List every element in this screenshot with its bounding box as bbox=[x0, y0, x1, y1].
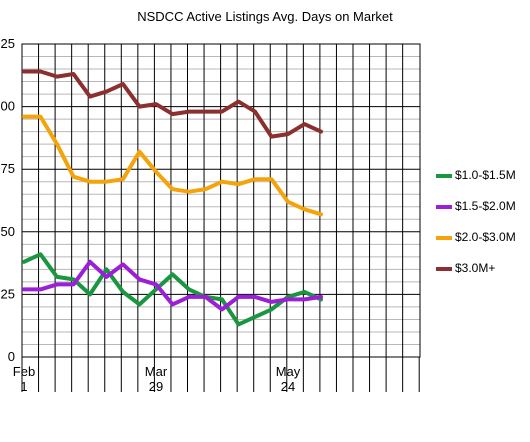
x-tick-label-month: Feb bbox=[13, 364, 35, 379]
legend-label: $1.0-$1.5M bbox=[455, 168, 516, 182]
x-tick-label-month: Mar bbox=[145, 364, 168, 379]
y-axis-tick-labels: 0 25 50 75 100 125 bbox=[0, 36, 15, 364]
y-tick-label: 75 bbox=[1, 161, 15, 176]
y-tick-label: 100 bbox=[0, 99, 15, 114]
chart-title: NSDCC Active Listings Avg. Days on Marke… bbox=[137, 9, 393, 24]
x-tick-label-day: 24 bbox=[281, 379, 295, 394]
legend-label: $2.0-$3.0M bbox=[455, 230, 516, 244]
x-tick-label-day: 29 bbox=[149, 379, 163, 394]
legend-swatch bbox=[436, 174, 452, 178]
y-tick-label: 25 bbox=[1, 286, 15, 301]
legend-label: $3.0M+ bbox=[455, 261, 496, 275]
legend-swatch bbox=[436, 236, 452, 240]
x-tick-label-day: 1 bbox=[20, 379, 27, 394]
y-tick-label: 0 bbox=[8, 349, 15, 364]
legend-label: $1.5-$2.0M bbox=[455, 199, 516, 213]
series-line bbox=[22, 69, 323, 139]
x-tick-label-month: May bbox=[276, 364, 301, 379]
series-line bbox=[22, 114, 323, 217]
y-tick-label: 125 bbox=[0, 36, 15, 51]
legend-swatch bbox=[436, 267, 452, 271]
series-line bbox=[22, 252, 323, 327]
axes bbox=[21, 43, 421, 392]
series-line bbox=[22, 259, 323, 312]
series-lines bbox=[22, 69, 323, 327]
legend-swatch bbox=[436, 205, 452, 209]
y-tick-label: 50 bbox=[1, 224, 15, 239]
